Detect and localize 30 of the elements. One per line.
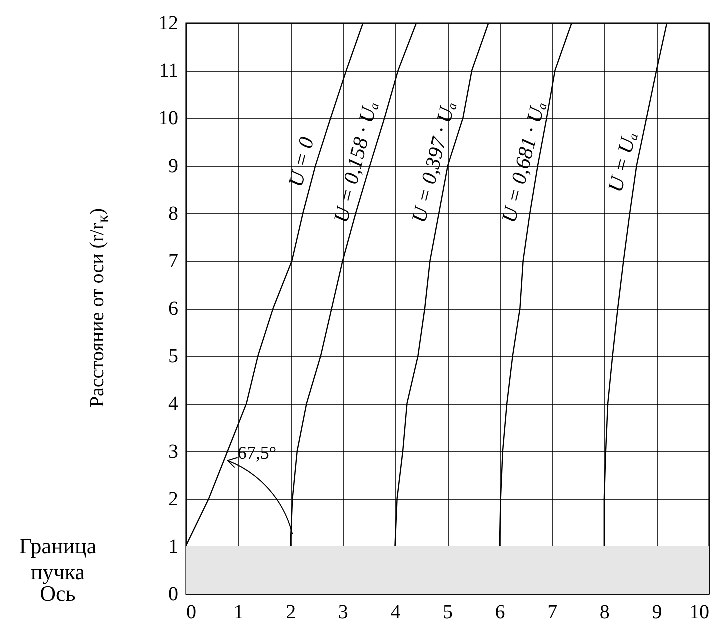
y-tick-label: 7 <box>168 250 178 272</box>
x-tick-label: 0 <box>186 602 196 624</box>
text: U = Uₐ <box>603 130 642 195</box>
y-tick-label: 12 <box>158 12 178 34</box>
x-tick-label: 2 <box>286 602 296 624</box>
y-tick-label: 4 <box>168 393 178 416</box>
x-tick-label: 3 <box>338 602 348 624</box>
y-tick-label: 5 <box>168 346 178 368</box>
y-tick-label: 9 <box>168 155 178 178</box>
text: U = 0 <box>283 134 319 190</box>
x-tick-label: 7 <box>548 602 558 624</box>
y-tick-label: 11 <box>159 60 178 82</box>
y-tick-label: 2 <box>168 488 178 510</box>
text: Граница пучка <box>19 533 97 584</box>
text: U = 0,681 · Uₐ <box>496 98 550 226</box>
x-tick-label: 4 <box>390 602 401 624</box>
x-tick-label: 5 <box>443 602 453 624</box>
text: U = 0,397 · Uₐ <box>406 98 460 226</box>
y-tick-label: 3 <box>168 440 178 463</box>
x-tick-label: 6 <box>495 602 506 624</box>
y-tick-label: 10 <box>158 108 178 130</box>
x-tick-label: 1 <box>234 602 244 624</box>
y-tick-label: 1 <box>168 536 178 558</box>
y-tick-label: 0 <box>168 584 178 606</box>
y-tick-label: 8 <box>168 202 178 225</box>
x-tick-label: 9 <box>652 602 662 624</box>
x-tick-label: 8 <box>600 602 610 624</box>
y-tick-label: 6 <box>168 298 178 320</box>
text: U = 0,158 · Uₐ <box>328 98 382 226</box>
x-tick-label: 10 <box>690 602 710 624</box>
